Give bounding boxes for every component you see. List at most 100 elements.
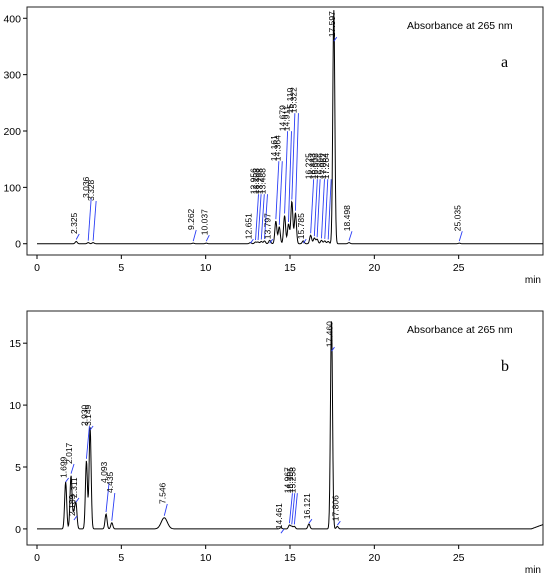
absorbance-annotation: Absorbance at 265 nm: [407, 324, 513, 336]
peak-leader-line: [291, 493, 296, 525]
peak-leader-line: [458, 231, 463, 242]
x-tick-label: 5: [118, 262, 124, 274]
peak-leader-line: [257, 194, 262, 241]
peak-leader-line: [275, 161, 280, 220]
peak-label: 16.866: [315, 153, 325, 179]
peak-label: 15.322: [288, 87, 298, 113]
peak-leader-line: [313, 179, 318, 237]
peak-leader-line: [111, 492, 116, 521]
peak-label: 3.328: [86, 179, 96, 201]
x-tick-label: 0: [34, 552, 40, 564]
panel-letter-b: b: [501, 358, 509, 375]
x-tick-label: 0: [34, 262, 40, 274]
peak-leader-line: [205, 234, 210, 242]
peak-label: 7.546: [157, 482, 167, 504]
x-axis-unit-label: min: [525, 275, 541, 286]
peak-leader-line: [250, 238, 254, 244]
peak-label: 14.911: [282, 106, 292, 132]
peak-leader-line: [87, 197, 92, 241]
y-tick-label: 5: [15, 462, 21, 474]
peak-label: 17.597: [327, 11, 337, 37]
peak-label: 17.460: [325, 321, 335, 347]
x-tick-label: 25: [453, 262, 465, 274]
peak-leader-line: [105, 482, 110, 513]
peak-leader-line: [316, 179, 321, 238]
peak-leader-line: [302, 238, 307, 244]
peak-leader-line: [260, 194, 265, 240]
peak-leader-line: [92, 200, 97, 241]
peak-label: 16.225: [304, 153, 314, 179]
peak-label: 18.498: [342, 205, 352, 231]
chromatogram-trace-a: [37, 10, 543, 245]
x-tick-label: 20: [368, 262, 380, 274]
peak-label: 17.264: [321, 153, 331, 179]
peak-label: 12.651: [243, 213, 253, 239]
peak-label: 14.461: [274, 503, 284, 529]
peak-leader-line: [73, 515, 78, 521]
peak-leader-line: [310, 179, 315, 234]
peak-leader-line: [278, 161, 283, 225]
peak-label: 16.608: [310, 153, 320, 179]
peak-label: 15.105: [285, 467, 295, 493]
peak-leader-line: [308, 518, 313, 524]
peak-label: 15.110: [285, 88, 295, 114]
peak-label: 9.262: [186, 208, 196, 230]
peak-leader-line: [293, 493, 298, 525]
x-tick-label: 15: [284, 262, 296, 274]
x-tick-label: 15: [284, 552, 296, 564]
peak-label: 14.161: [269, 135, 279, 161]
peak-leader-line: [75, 497, 80, 503]
peak-label: 1.699: [59, 456, 69, 478]
y-tick-label: 200: [3, 126, 21, 138]
peak-leader-line: [163, 503, 168, 516]
peak-leader-line: [288, 493, 293, 524]
y-tick-label: 300: [3, 70, 21, 82]
peak-leader-line: [65, 477, 70, 483]
peak-leader-line: [89, 425, 94, 431]
peak-leader-line: [333, 36, 338, 42]
x-tick-label: 5: [118, 552, 124, 564]
peak-leader-line: [294, 113, 299, 211]
peak-label: 14.679: [278, 105, 288, 131]
peak-leader-line: [255, 194, 259, 241]
peak-label: 4.435: [105, 471, 115, 493]
peak-leader-line: [284, 131, 289, 214]
x-tick-label: 10: [200, 262, 212, 274]
peak-label: 14.364: [272, 135, 282, 161]
peak-label: 2.017: [64, 442, 74, 464]
peak-leader-line: [331, 346, 335, 352]
peak-label: 16.121: [302, 493, 312, 519]
y-tick-label: 0: [15, 239, 21, 251]
x-tick-label: 20: [368, 552, 380, 564]
y-tick-label: 10: [9, 400, 21, 412]
y-tick-label: 100: [3, 182, 21, 194]
peak-label: 25.035: [452, 205, 462, 231]
peak-label: 2.189: [67, 494, 77, 516]
absorbance-annotation: Absorbance at 265 nm: [407, 20, 513, 32]
peak-leader-line: [70, 463, 75, 474]
peak-label: 2.325: [69, 212, 79, 234]
peak-leader-line: [288, 131, 292, 223]
x-axis-unit-label: min: [525, 565, 541, 576]
peak-label: 12.956: [249, 168, 259, 194]
peak-label: 16.443: [307, 153, 317, 179]
plot-frame-b: [26, 310, 544, 546]
peak-label: 13.797: [263, 213, 273, 239]
peak-leader-line: [291, 113, 296, 200]
peak-label: 4.093: [99, 461, 109, 483]
peak-label: 17.806: [330, 495, 340, 521]
peak-label: 17.062: [318, 153, 328, 179]
peak-label: 14.967: [282, 467, 292, 493]
peak-label: 13.298: [254, 168, 264, 194]
y-tick-label: 400: [3, 13, 21, 25]
peak-leader-line: [324, 179, 329, 239]
peak-leader-line: [269, 238, 274, 244]
peak-label: 15.785: [296, 213, 306, 239]
y-tick-label: 0: [15, 524, 21, 536]
peak-label: 10.037: [199, 209, 209, 235]
peak-leader-line: [327, 179, 332, 240]
peak-leader-line: [264, 194, 268, 239]
peak-label: 2.311: [69, 477, 79, 498]
peak-leader-line: [75, 233, 80, 240]
